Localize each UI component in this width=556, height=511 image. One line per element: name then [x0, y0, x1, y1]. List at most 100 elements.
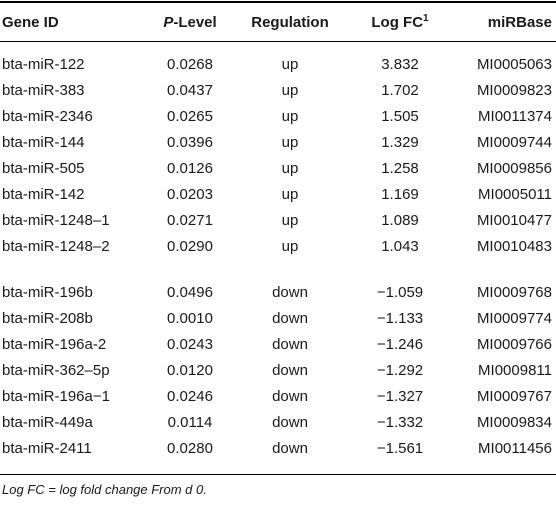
- row-mirbase-id: MI0009811: [478, 362, 552, 379]
- row-gene-id: bta-miR-1248–2: [2, 238, 110, 255]
- table-header-rule: [0, 41, 556, 42]
- row-mirbase-id: MI0005011: [478, 186, 552, 203]
- row-gene-id: bta-miR-122: [2, 56, 85, 73]
- table-row: bta-miR-122 0.0268 up 3.832 MI0005063: [0, 52, 556, 78]
- row-p-level: 0.0203: [167, 186, 213, 203]
- table-row: bta-miR-144 0.0396 up 1.329 MI0009744: [0, 130, 556, 156]
- row-log-fc: 1.505: [381, 108, 419, 125]
- row-regulation: up: [281, 82, 299, 99]
- row-p-level: 0.0010: [167, 310, 213, 327]
- row-gene-id: bta-miR-383: [2, 82, 85, 99]
- table-footnote: Log FC = log fold change From d 0.: [2, 482, 207, 497]
- row-regulation: up: [281, 108, 299, 125]
- table-row: bta-miR-449a 0.0114 down −1.332 MI0009834: [0, 410, 556, 436]
- row-mirbase-id: MI0009834: [476, 414, 552, 431]
- header-log-fc-text: Log FC: [371, 14, 424, 31]
- row-mirbase-id: MI0009768: [476, 284, 552, 301]
- row-gene-id: bta-miR-2411: [2, 440, 92, 457]
- row-mirbase-id: MI0005063: [476, 56, 552, 73]
- row-gene-id: bta-miR-505: [2, 160, 85, 177]
- row-gene-id: bta-miR-449a: [2, 414, 93, 431]
- row-mirbase-id: MI0009774: [476, 310, 552, 327]
- row-regulation: up: [281, 134, 299, 151]
- row-p-level: 0.0437: [167, 82, 213, 99]
- table-row: bta-miR-505 0.0126 up 1.258 MI0009856: [0, 156, 556, 182]
- table-row: bta-miR-1248–2 0.0290 up 1.043 MI0010483: [0, 234, 556, 260]
- table-row: bta-miR-196b 0.0496 down −1.059 MI0009768: [0, 280, 556, 306]
- header-p-level-suffix: -Level: [173, 14, 217, 31]
- row-mirbase-id: MI0011456: [478, 440, 552, 457]
- row-p-level: 0.0243: [167, 336, 213, 353]
- row-regulation: down: [272, 362, 308, 379]
- row-regulation: up: [281, 160, 299, 177]
- row-gene-id: bta-miR-2346: [2, 108, 93, 125]
- row-regulation: down: [272, 388, 308, 405]
- table-row: bta-miR-196a−1 0.0246 down −1.327 MI0009767: [0, 384, 556, 410]
- table-header-row: Gene ID P-Level Regulation Log FC1 miRBa…: [0, 8, 556, 38]
- row-gene-id: bta-miR-196a-2: [2, 336, 107, 353]
- header-log-fc-footnote-mark: 1: [423, 13, 429, 24]
- table-row: bta-miR-362–5p 0.0120 down −1.292 MI0009811: [0, 358, 556, 384]
- row-regulation: down: [272, 310, 308, 327]
- row-log-fc: 1.043: [381, 238, 419, 255]
- row-gene-id: bta-miR-208b: [2, 310, 93, 327]
- row-mirbase-id: MI0009766: [476, 336, 552, 353]
- row-log-fc: 1.089: [381, 212, 419, 229]
- row-regulation: up: [281, 212, 299, 229]
- row-gene-id: bta-miR-142: [2, 186, 85, 203]
- row-regulation: down: [272, 414, 308, 431]
- row-p-level: 0.0396: [167, 134, 213, 151]
- header-log-fc: Log FC1: [350, 8, 450, 38]
- row-regulation: up: [281, 56, 299, 73]
- row-log-fc: 1.702: [381, 82, 419, 99]
- table-row: bta-miR-1248–1 0.0271 up 1.089 MI0010477: [0, 208, 556, 234]
- header-regulation: Regulation: [251, 14, 329, 31]
- table-bottom-rule: [0, 474, 556, 475]
- row-gene-id: bta-miR-362–5p: [2, 362, 110, 379]
- row-log-fc: 1.329: [381, 134, 419, 151]
- row-mirbase-id: MI0009767: [476, 388, 552, 405]
- row-mirbase-id: MI0009744: [476, 134, 552, 151]
- row-log-fc: −1.327: [376, 388, 424, 405]
- row-log-fc: 1.258: [381, 160, 419, 177]
- row-p-level: 0.0246: [167, 388, 213, 405]
- row-p-level: 0.0268: [167, 56, 213, 73]
- table-row: bta-miR-196a-2 0.0243 down −1.246 MI0009766: [0, 332, 556, 358]
- table-row: bta-miR-383 0.0437 up 1.702 MI0009823: [0, 78, 556, 104]
- row-mirbase-id: MI0011374: [478, 108, 552, 125]
- row-log-fc: −1.332: [376, 414, 424, 431]
- table-row: bta-miR-208b 0.0010 down −1.133 MI0009774: [0, 306, 556, 332]
- row-log-fc: −1.059: [376, 284, 424, 301]
- row-mirbase-id: MI0009823: [476, 82, 552, 99]
- row-mirbase-id: MI0010477: [476, 212, 552, 229]
- header-mirbase: miRBase: [487, 14, 552, 31]
- row-p-level: 0.0280: [167, 440, 213, 457]
- row-regulation: up: [281, 186, 299, 203]
- row-p-level: 0.0120: [167, 362, 213, 379]
- table-top-rule: [0, 1, 556, 3]
- table-row: bta-miR-2346 0.0265 up 1.505 MI0011374: [0, 104, 556, 130]
- header-gene-id: Gene ID: [2, 14, 59, 31]
- row-p-level: 0.0126: [167, 160, 213, 177]
- row-log-fc: −1.133: [376, 310, 424, 327]
- table-row: bta-miR-142 0.0203 up 1.169 MI0005011: [0, 182, 556, 208]
- row-gene-id: bta-miR-1248–1: [2, 212, 110, 229]
- header-p-level: P-Level: [140, 8, 240, 38]
- table-row: bta-miR-2411 0.0280 down −1.561 MI0011456: [0, 436, 556, 462]
- row-log-fc: −1.246: [376, 336, 424, 353]
- row-mirbase-id: MI0010483: [476, 238, 552, 255]
- row-regulation: down: [272, 336, 308, 353]
- row-p-level: 0.0114: [167, 414, 213, 431]
- row-mirbase-id: MI0009856: [476, 160, 552, 177]
- header-p-level-italic: P: [163, 14, 174, 31]
- row-regulation: down: [272, 440, 308, 457]
- row-regulation: down: [272, 284, 308, 301]
- row-p-level: 0.0271: [167, 212, 213, 229]
- row-p-level: 0.0265: [167, 108, 213, 125]
- row-gene-id: bta-miR-196a−1: [2, 388, 110, 405]
- row-gene-id: bta-miR-196b: [2, 284, 93, 301]
- row-regulation: up: [281, 238, 299, 255]
- row-log-fc: 1.169: [381, 186, 419, 203]
- row-p-level: 0.0290: [167, 238, 213, 255]
